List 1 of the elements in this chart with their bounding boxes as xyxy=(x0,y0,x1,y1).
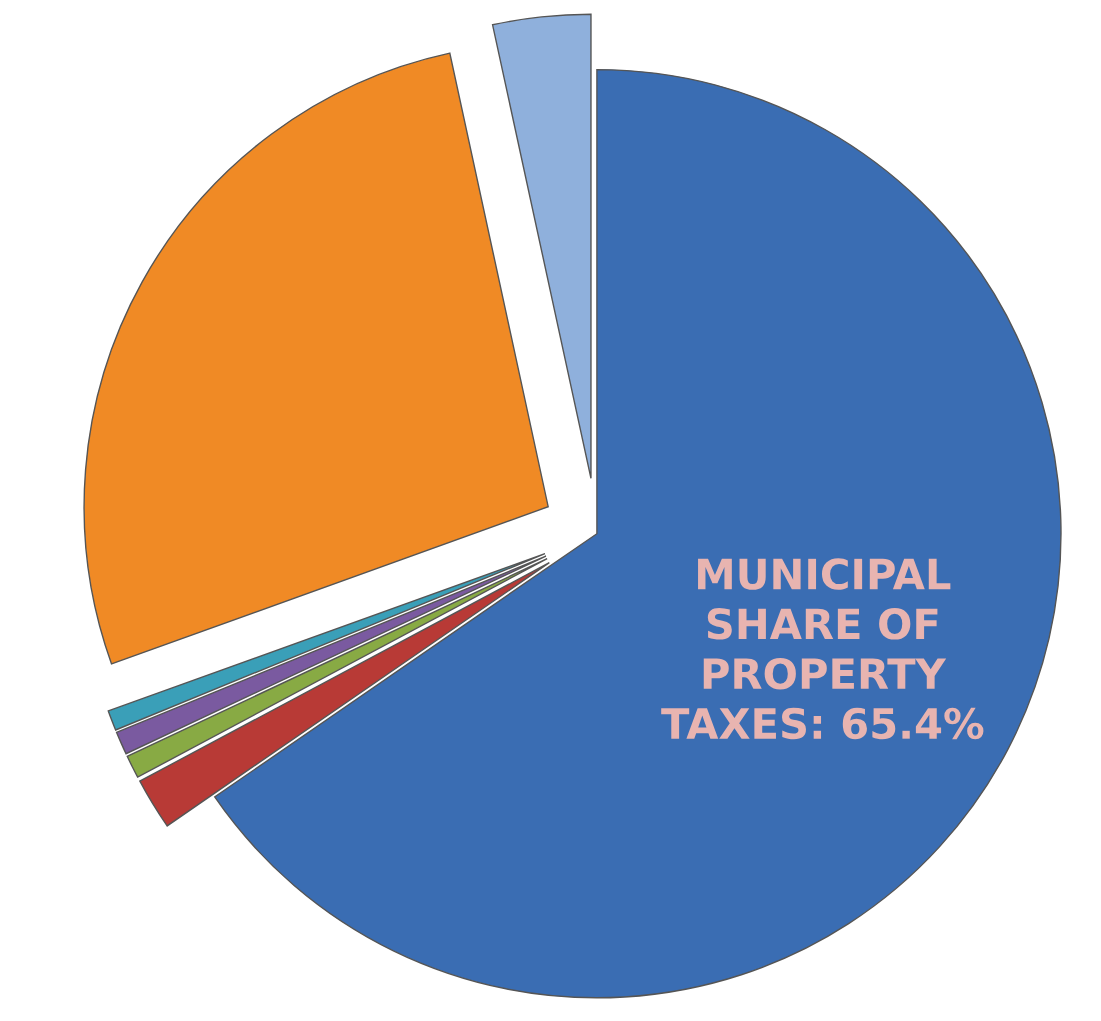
data-label: MUNICIPAL SHARE OF PROPERTY TAXES: 65.4% xyxy=(661,558,984,740)
